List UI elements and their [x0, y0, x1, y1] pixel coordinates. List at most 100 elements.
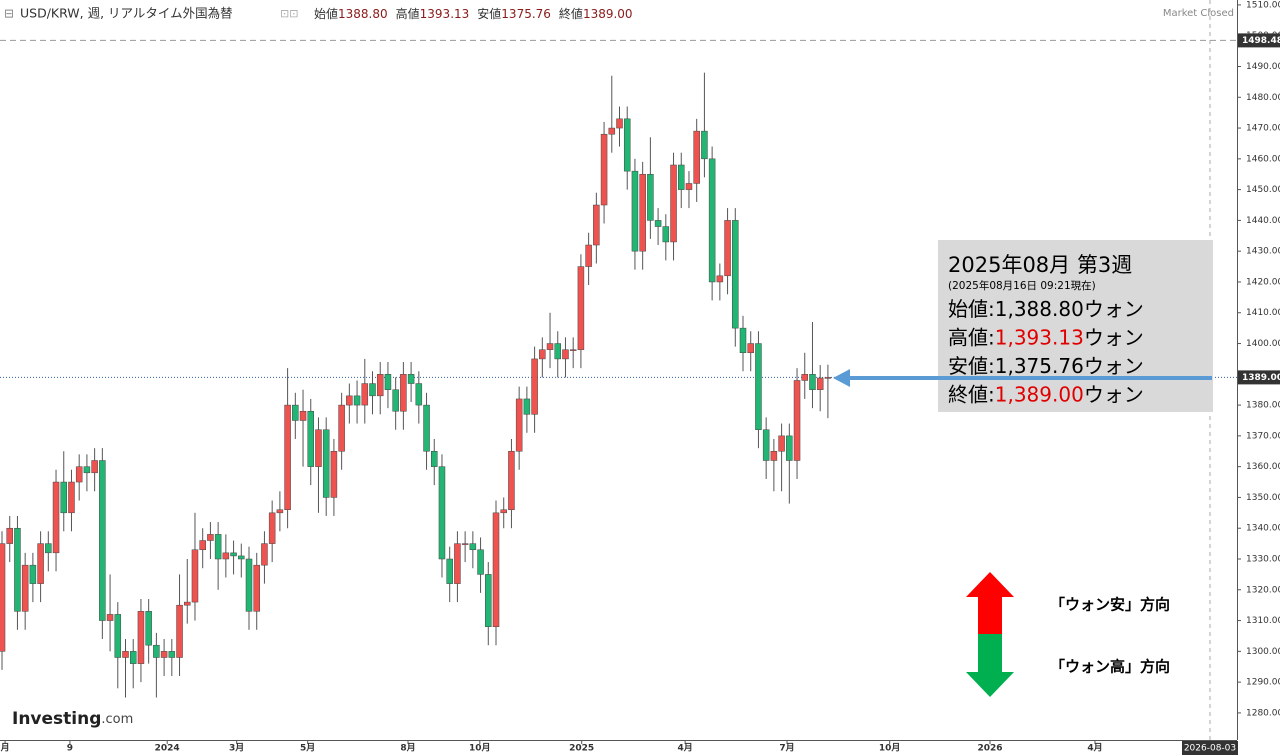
candle-body [685, 183, 693, 190]
ohlc-label: 始値 [314, 6, 338, 21]
ohlc-item: 始値1388.80 [314, 6, 388, 21]
candle-body [307, 410, 315, 467]
y-tick-label: 1290.00 [1246, 678, 1280, 688]
pointer-arrowhead [833, 369, 850, 387]
candle-body [732, 220, 739, 329]
x-tick-label: 7月 [779, 743, 794, 754]
candle-body [577, 266, 585, 350]
candle-body [531, 358, 538, 415]
candle-body [824, 377, 832, 379]
ohlc-value: 1393.13 [420, 7, 470, 21]
y-tick-label: 1420.00 [1246, 277, 1280, 287]
candle-body [778, 435, 785, 452]
ohlc-label: 安値 [477, 6, 501, 21]
candle-body [122, 651, 129, 658]
row-value: 1,388.80 [995, 297, 1084, 321]
y-tick-label: 1350.00 [1246, 493, 1280, 503]
row-label: 安値: [948, 354, 995, 378]
y-tick-label: 1410.00 [1246, 308, 1280, 318]
annotation-title: 2025年08月 第3週 [948, 253, 1132, 277]
candle-body [446, 558, 453, 584]
candle-body [508, 451, 515, 511]
legend-down: 「ウォン高」方向 [1050, 658, 1170, 676]
ohlc-value: 1389.00 [583, 7, 633, 21]
annotation-row: 終値:1,389.00ウォン [948, 382, 1144, 406]
ohlc-label: 終値 [559, 6, 583, 21]
up-arrow [966, 572, 1014, 634]
y-tick-label: 1330.00 [1246, 555, 1280, 565]
candle-body [191, 549, 199, 603]
candle-body [60, 481, 68, 514]
x-tick-label: 10月 [469, 743, 491, 754]
candle-body [569, 349, 577, 351]
candle-body [14, 527, 21, 612]
header: ⊟ USD/KRW, 週, リアルタイム外国為替 ⊡⊡ 始値1388.80 高値1… [0, 2, 1234, 24]
x-tick-label: 2025 [569, 744, 594, 754]
candle-body [160, 651, 168, 658]
candle-body [816, 377, 824, 390]
candle-body [292, 404, 299, 421]
candle-body [454, 543, 461, 584]
y-tick-label: 1360.00 [1246, 462, 1280, 472]
price-flag [1238, 370, 1280, 385]
candle-body [299, 410, 307, 421]
cursor-label-bg [1181, 741, 1238, 755]
candle-body [701, 130, 708, 160]
candle-body [137, 611, 145, 664]
candle-body [99, 460, 106, 621]
y-tick-label: 1320.00 [1246, 585, 1280, 595]
down-arrow [966, 634, 1014, 697]
y-tick-label: 1370.00 [1246, 431, 1280, 441]
candle-body [238, 555, 245, 560]
annotation-row: 安値:1,375.76ウォン [948, 354, 1144, 378]
candle-body [762, 429, 770, 461]
candle-body [747, 343, 754, 354]
row-value: 1,375.76 [995, 354, 1084, 378]
candle-body [346, 395, 353, 406]
candle-body [500, 509, 507, 514]
candle-body [52, 481, 60, 554]
candle-body [631, 170, 639, 252]
row-unit: ウォン [1084, 382, 1144, 406]
header-bg [0, 2, 636, 24]
ohlc-item: 終値1389.00 [559, 6, 633, 21]
candle-body [21, 564, 29, 612]
annotation-row: 始値:1,388.80ウォン [948, 297, 1144, 321]
x-tick-label: 月 [0, 743, 10, 754]
candle-body [75, 466, 83, 483]
candle-body [600, 133, 608, 206]
candle-body [37, 543, 44, 584]
row-unit: ウォン [1084, 297, 1144, 321]
annotation: 2025年08月 第3週 (2025年08月16日 09:21現在) 始値:1,… [938, 240, 1213, 412]
x-tick-label: 10月 [879, 743, 901, 754]
candle-body [654, 220, 662, 227]
y-tick-label: 1510.00 [1246, 0, 1280, 10]
annotation-subtitle: (2025年08月16日 09:21現在) [948, 279, 1096, 292]
candle-body [585, 244, 592, 267]
candle-body [755, 343, 762, 430]
x-tick-label: 5月 [300, 743, 315, 754]
y-tick-label: 1310.00 [1246, 616, 1280, 626]
candle-body [716, 275, 724, 283]
candle-body [176, 604, 183, 658]
row-value: 1,389.00 [995, 382, 1084, 406]
price-flag [1238, 33, 1280, 48]
row-label: 始値: [948, 297, 995, 321]
y-tick-label: 1300.00 [1246, 647, 1280, 657]
ohlc-value: 1375.76 [501, 7, 551, 21]
candle-body [384, 374, 392, 390]
candle-body [338, 404, 345, 452]
candle-body [485, 574, 492, 627]
candle-body [739, 327, 747, 354]
y-tick-label: 1430.00 [1246, 247, 1280, 257]
candle-body [616, 118, 623, 129]
logo-main: Investing [12, 709, 101, 729]
candle-body [369, 383, 376, 397]
row-label: 高値: [948, 325, 995, 349]
candle-body [593, 204, 600, 246]
ohlc-item: 高値1393.13 [396, 6, 470, 21]
candle-body [423, 404, 430, 452]
candle-body [407, 374, 415, 384]
y-tick-label: 1280.00 [1246, 708, 1280, 718]
candle-body [145, 611, 152, 646]
